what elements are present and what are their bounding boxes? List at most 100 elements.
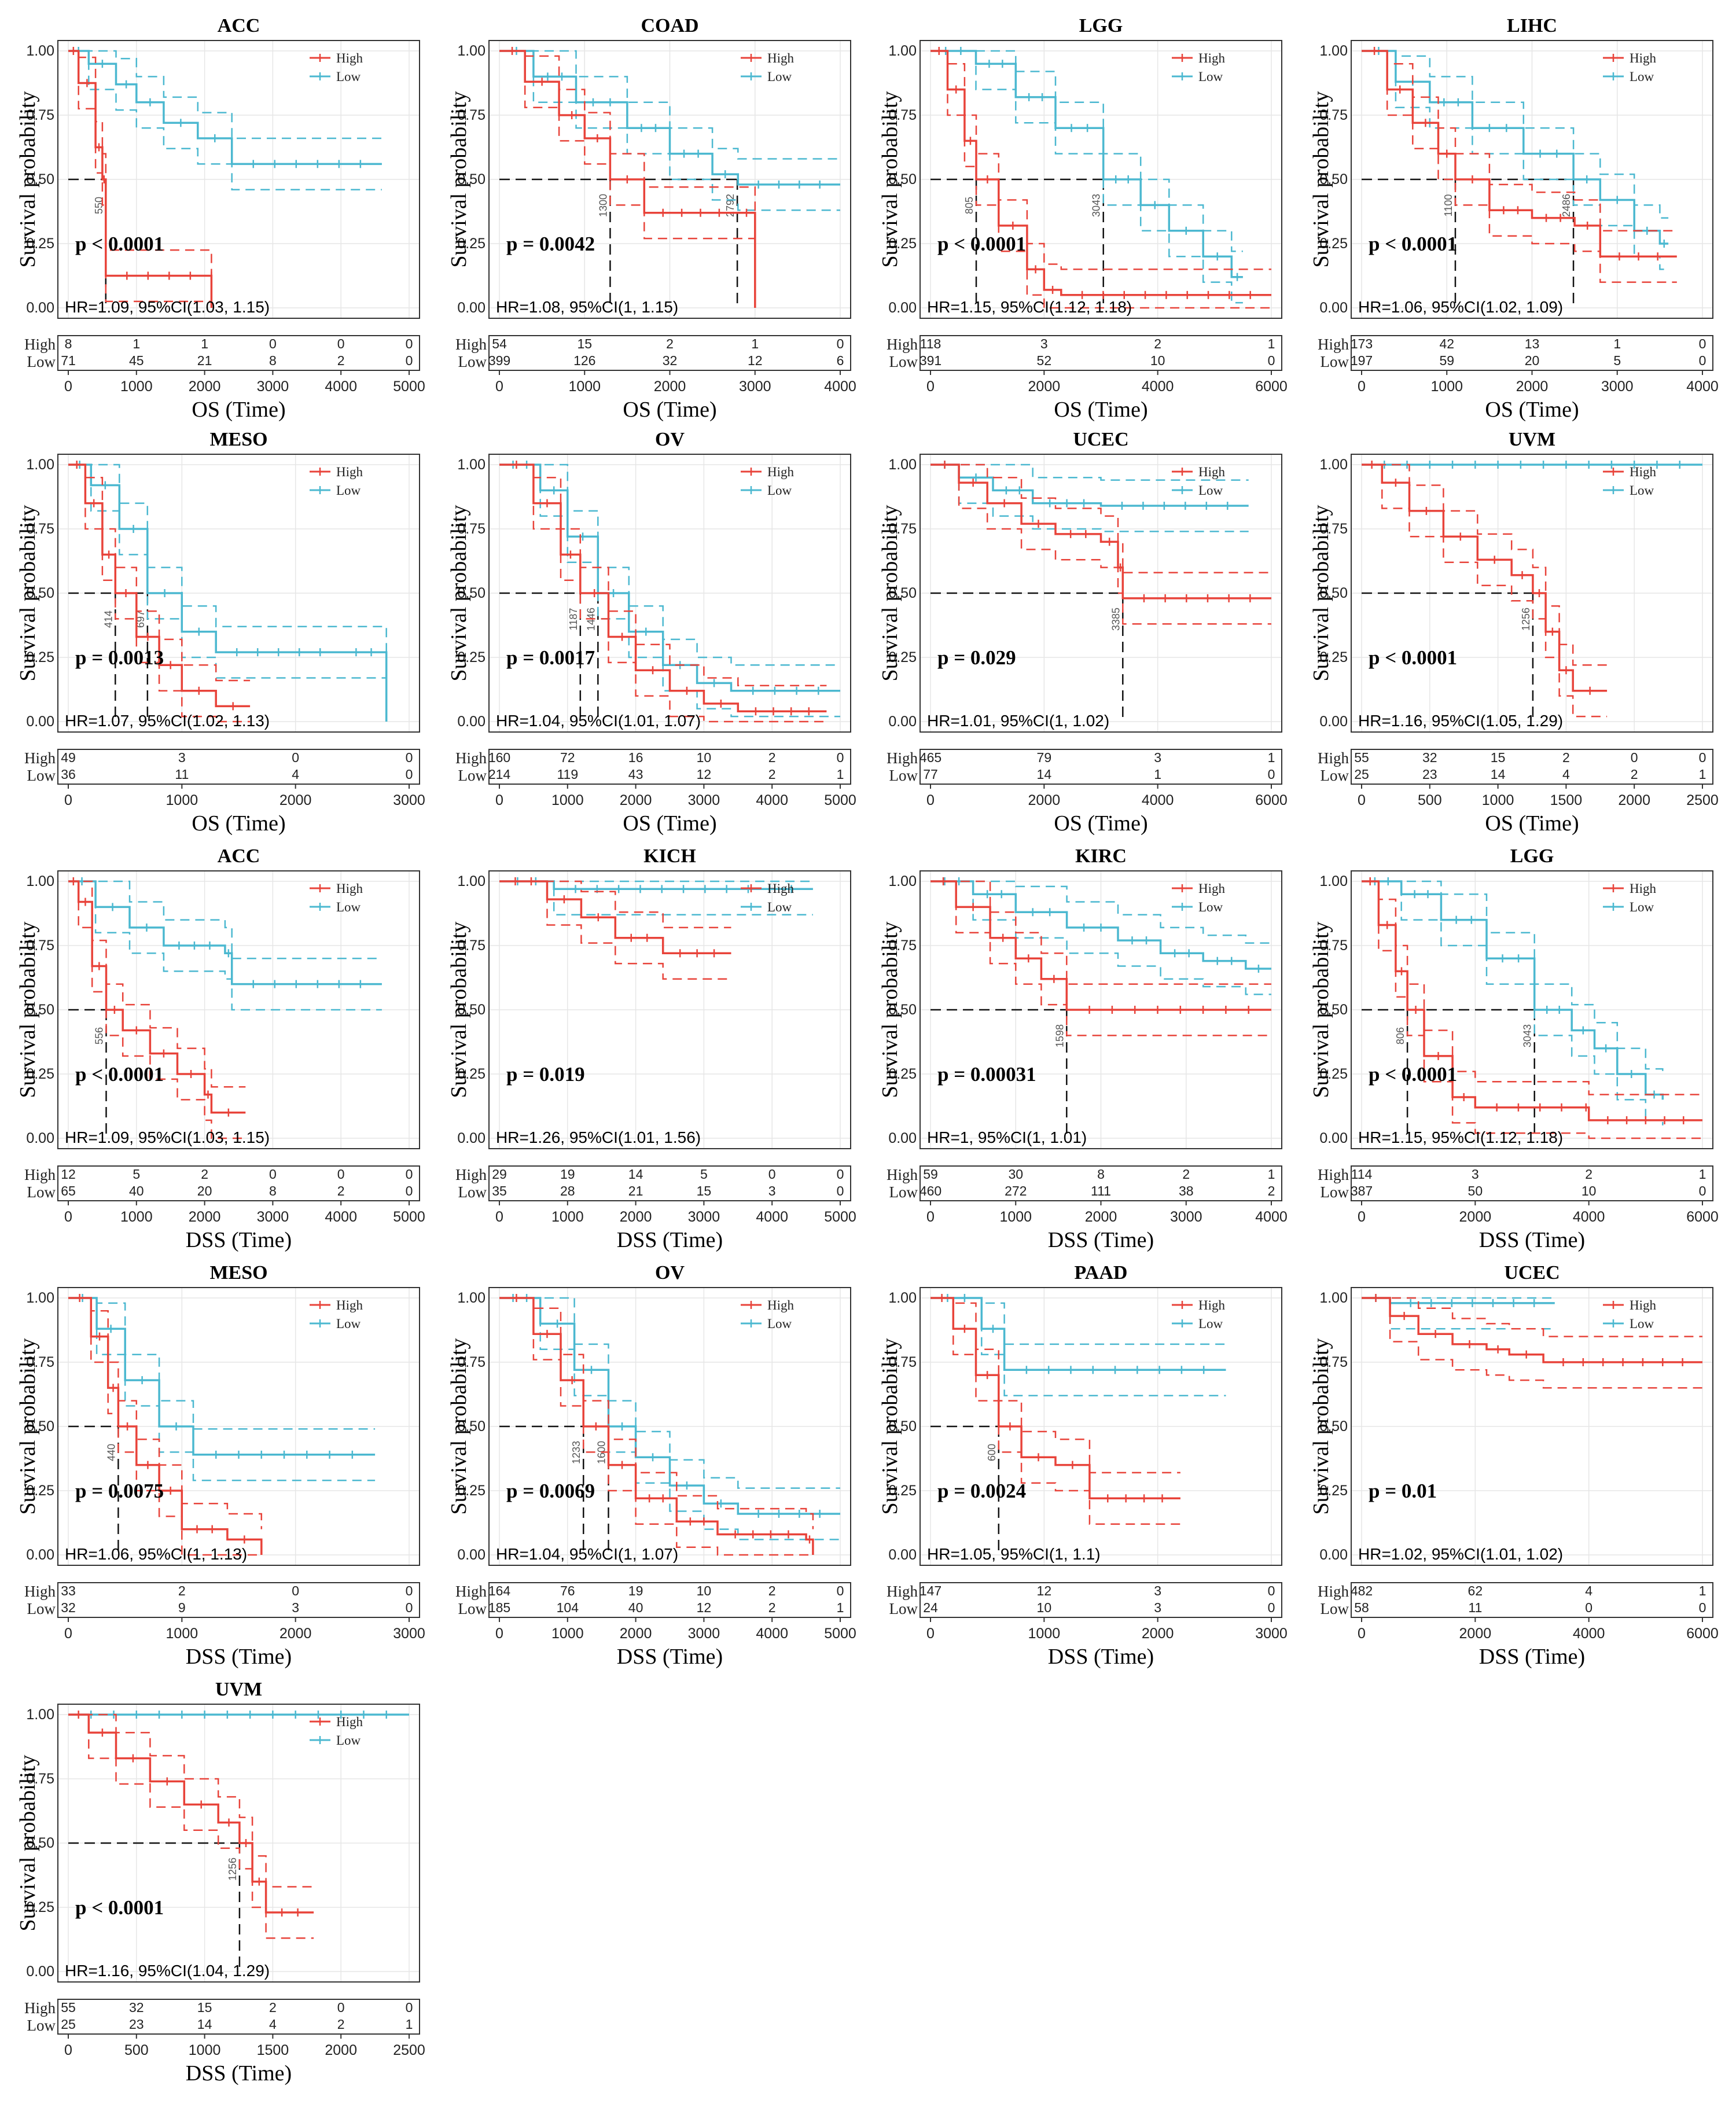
panel-title: KICH [643, 845, 696, 867]
y-tick-label: 0.75 [1319, 107, 1348, 123]
x-axis-label: DSS (Time) [1479, 1645, 1585, 1669]
y-axis-label: Survival probability [16, 1755, 40, 1931]
risk-count-high: 0 [1699, 336, 1706, 351]
km-panel-acc-0: ACC 0.00 0.25 0.50 0.75 1.00 Survival probabil… [16, 15, 425, 422]
x-tick-label: 1000 [551, 792, 584, 808]
legend-low-label: Low [336, 900, 361, 914]
risk-count-low: 11 [175, 767, 189, 782]
risk-count-high: 0 [406, 750, 413, 765]
x-tick-label: 0 [926, 1209, 935, 1225]
y-tick-label: 0.25 [457, 649, 486, 665]
median-value: 440 [105, 1444, 117, 1461]
risk-row-label-high: High [24, 336, 56, 353]
risk-count-high: 54 [492, 336, 507, 351]
y-tick-label: 0.75 [457, 937, 486, 954]
risk-count-high: 16 [628, 750, 643, 765]
median-value: 697 [135, 611, 146, 628]
y-tick-label: 0.00 [1319, 1547, 1348, 1563]
high-ci-lower [499, 464, 827, 723]
risk-count-low: 3 [292, 1600, 299, 1615]
risk-count-high: 3 [1040, 336, 1048, 351]
hazard-ratio: HR=1.08, 95%CI(1, 1.15) [496, 298, 678, 316]
legend-high-label: High [767, 1298, 795, 1312]
y-tick-label: 0.00 [457, 300, 486, 316]
low-ci-upper [930, 1297, 1226, 1345]
legend-high-label: High [1198, 881, 1226, 896]
risk-count-high: 0 [406, 1583, 413, 1598]
risk-row-label-high: High [887, 749, 918, 767]
x-tick-label: 2000 [1142, 1625, 1174, 1642]
risk-count-low: 40 [129, 1183, 144, 1198]
low-ci-lower [499, 880, 813, 915]
median-value: 3385 [1110, 608, 1121, 631]
x-tick-label: 500 [1418, 792, 1442, 808]
y-tick-label: 0.00 [26, 1130, 54, 1146]
median-value: 1187 [568, 608, 579, 631]
y-tick-label: 0.00 [457, 1130, 486, 1146]
y-tick-label: 1.00 [888, 873, 917, 889]
high-ci-lower [1362, 1297, 1702, 1389]
low-ci-upper [1362, 880, 1664, 1074]
legend-low-label: Low [336, 1733, 361, 1748]
plot-border [488, 870, 851, 1149]
y-tick-label: 1.00 [457, 457, 486, 473]
p-value: p < 0.0001 [1369, 1063, 1457, 1086]
legend-low-label: Low [767, 69, 792, 84]
x-tick-label: 2000 [1459, 1209, 1492, 1225]
risk-count-low: 1 [1699, 767, 1706, 782]
y-tick-label: 0.25 [26, 649, 54, 665]
high-ci-lower [1362, 50, 1677, 283]
p-value: p = 0.0075 [75, 1480, 164, 1502]
risk-count-high: 14 [628, 1167, 643, 1182]
km-panel-meso-4: MESO 0.00 0.25 0.50 0.75 1.00 Survival probabi… [16, 429, 425, 836]
risk-count-low: 10 [1037, 1600, 1052, 1615]
x-tick-label: 2000 [654, 378, 686, 395]
y-tick-label: 0.00 [1319, 1130, 1348, 1146]
risk-count-high: 0 [837, 1583, 844, 1598]
y-tick-label: 0.50 [26, 585, 54, 601]
plot-border [1351, 870, 1713, 1149]
risk-count-high: 160 [488, 750, 510, 765]
risk-count-high: 33 [61, 1583, 76, 1598]
risk-count-high: 2 [768, 750, 776, 765]
x-tick-label: 0 [495, 792, 503, 808]
legend-low-label: Low [1198, 1316, 1223, 1331]
risk-count-high: 32 [129, 2000, 144, 2015]
y-tick-label: 0.75 [26, 937, 54, 954]
risk-row-label-low: Low [1321, 767, 1349, 784]
legend-low-label: Low [336, 483, 361, 498]
x-tick-label: 3000 [688, 1625, 720, 1642]
hazard-ratio: HR=1.04, 95%CI(1, 1.07) [496, 1545, 678, 1563]
risk-count-low: 197 [1351, 353, 1373, 368]
x-tick-label: 4000 [1573, 1209, 1605, 1225]
y-tick-label: 0.00 [457, 714, 486, 730]
risk-count-high: 1 [1699, 1167, 1706, 1182]
y-tick-label: 0.50 [888, 1002, 917, 1018]
y-tick-label: 0.50 [26, 1002, 54, 1018]
risk-count-low: 2 [337, 353, 345, 368]
risk-count-low: 6 [837, 353, 844, 368]
y-axis-label: Survival probability [878, 505, 902, 681]
x-axis-label: DSS (Time) [1479, 1228, 1585, 1252]
plot-border [488, 40, 851, 319]
y-tick-label: 0.25 [1319, 649, 1348, 665]
risk-count-high: 30 [1008, 1167, 1023, 1182]
x-tick-label: 2000 [620, 792, 652, 808]
x-axis-label: OS (Time) [1054, 811, 1147, 836]
y-tick-label: 0.50 [457, 585, 486, 601]
risk-count-low: 28 [560, 1183, 575, 1198]
risk-count-low: 23 [1422, 767, 1437, 782]
risk-count-low: 52 [1037, 353, 1052, 368]
risk-count-low: 0 [1699, 1600, 1706, 1615]
risk-count-high: 1 [133, 336, 140, 351]
risk-table [57, 749, 420, 785]
x-tick-label: 2000 [1516, 378, 1549, 395]
y-tick-label: 0.00 [1319, 714, 1348, 730]
hazard-ratio: HR=1.06, 95%CI(1, 1.13) [65, 1545, 247, 1563]
y-tick-label: 1.00 [888, 1290, 917, 1306]
panel-title: OV [655, 429, 685, 450]
risk-count-high: 164 [488, 1583, 511, 1598]
y-tick-label: 0.75 [1319, 521, 1348, 537]
x-tick-label: 0 [495, 1625, 503, 1642]
x-axis-label: OS (Time) [623, 811, 716, 836]
